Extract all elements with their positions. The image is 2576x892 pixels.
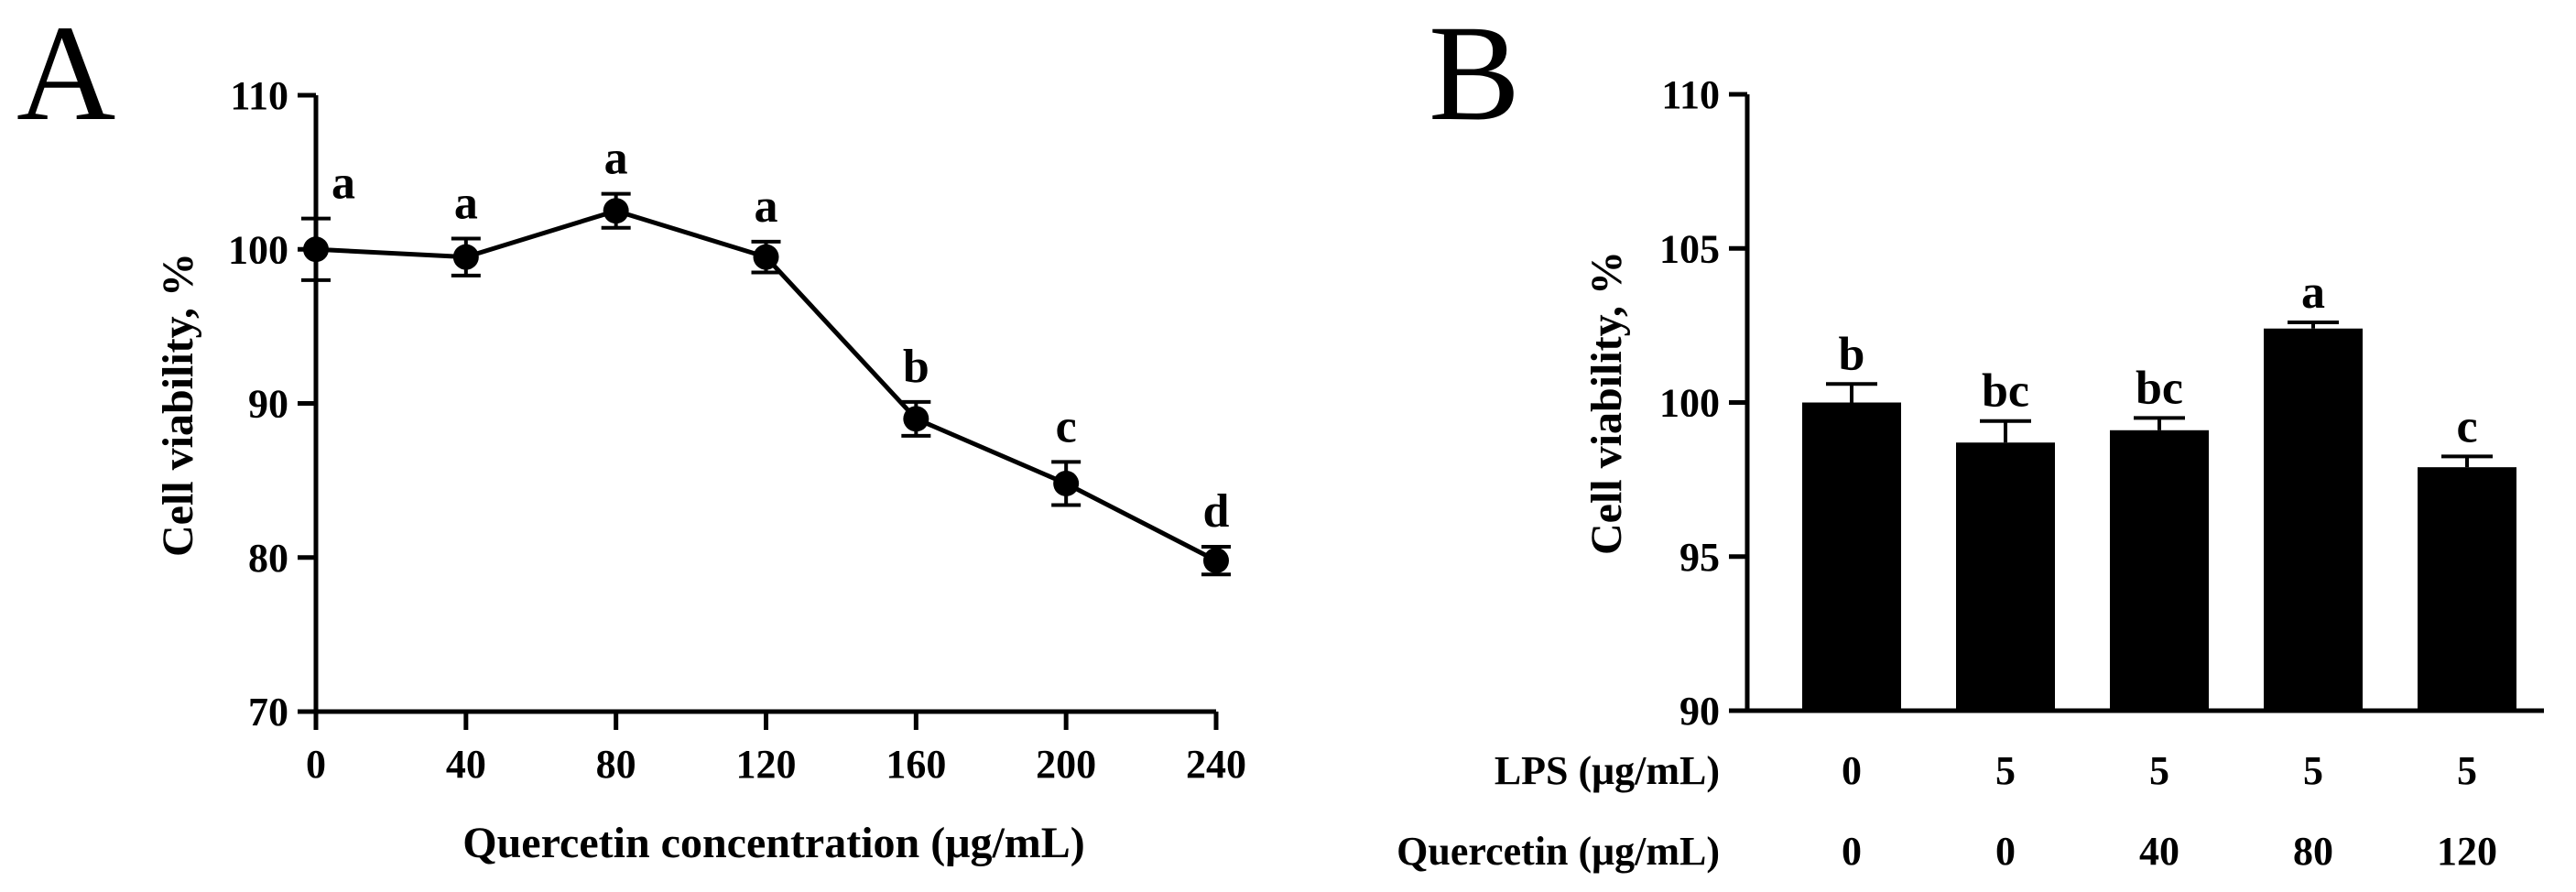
x-tick-label-a: 0 xyxy=(306,742,326,787)
significance-label: bc xyxy=(2136,362,2183,414)
row-value: 5 xyxy=(1995,748,2016,793)
significance-label: a xyxy=(454,177,478,229)
significance-label: bc xyxy=(1982,365,2029,418)
y-tick-label-a: 70 xyxy=(248,690,288,734)
significance-label: c xyxy=(2456,400,2477,452)
x-tick-label-a: 200 xyxy=(1036,742,1096,787)
row-value: 120 xyxy=(2437,829,2497,874)
row-value: 80 xyxy=(2293,829,2333,874)
row-value: 5 xyxy=(2457,748,2477,793)
significance-label: c xyxy=(1056,400,1077,452)
data-point xyxy=(452,244,479,270)
x-tick-label-a: 80 xyxy=(596,742,636,787)
chart-b: 90 95 100 105 110 Cell viability, % b bc bc a c LPS… xyxy=(1397,72,2544,874)
data-point xyxy=(1203,548,1229,574)
x-tick-label-a: 160 xyxy=(886,742,946,787)
y-tick-label-b: 105 xyxy=(1659,226,1720,271)
y-tick-label-b: 110 xyxy=(1661,72,1720,117)
row-value: 40 xyxy=(2139,829,2179,874)
data-point xyxy=(753,244,779,270)
row-value: 0 xyxy=(1842,829,1862,874)
significance-label: a xyxy=(2301,267,2325,319)
row-value: 0 xyxy=(1842,748,1862,793)
row-value: 5 xyxy=(2303,748,2323,793)
data-point xyxy=(1053,470,1080,496)
row-value: 5 xyxy=(2149,748,2169,793)
x-tick-label-a: 120 xyxy=(736,742,797,787)
row-label: LPS (μg/mL) xyxy=(1495,748,1720,793)
y-axis-label-a: Cell viability, % xyxy=(154,253,202,557)
x-tick-label-a: 40 xyxy=(446,742,486,787)
y-tick-label-a: 100 xyxy=(228,227,288,272)
significance-label: a xyxy=(604,133,628,185)
x-tick-label-a: 240 xyxy=(1186,742,1246,787)
bar xyxy=(2110,430,2209,711)
significance-label: b xyxy=(903,341,929,393)
bar xyxy=(2418,467,2516,711)
row-label: Quercetin (μg/mL) xyxy=(1397,829,1720,874)
chart-a: 70 80 90 100 110 0 40 80 120 160 200 240 Quercetin c… xyxy=(154,73,1246,867)
y-tick-label-b: 95 xyxy=(1679,535,1720,580)
bar xyxy=(1802,402,1901,711)
significance-label: d xyxy=(1203,485,1230,538)
y-tick-label-a: 110 xyxy=(230,73,288,118)
y-tick-label-b: 100 xyxy=(1659,381,1720,426)
significance-label: a xyxy=(332,158,355,210)
bar xyxy=(1956,442,2055,711)
data-point xyxy=(903,406,929,432)
y-tick-label-b: 90 xyxy=(1679,689,1720,734)
data-point xyxy=(303,236,329,263)
data-point xyxy=(603,198,629,224)
bar xyxy=(2264,328,2363,711)
panel-a-letter: A xyxy=(16,0,115,149)
row-value: 0 xyxy=(1995,829,2016,874)
y-tick-label-a: 80 xyxy=(248,536,288,581)
significance-label: b xyxy=(1839,328,1865,380)
y-tick-label-a: 90 xyxy=(248,382,288,427)
y-axis-label-b: Cell viability, % xyxy=(1582,251,1631,555)
x-axis-label-a: Quercetin concentration (μg/mL) xyxy=(462,819,1085,867)
significance-label: a xyxy=(755,180,778,233)
panel-b-letter: B xyxy=(1429,0,1520,149)
